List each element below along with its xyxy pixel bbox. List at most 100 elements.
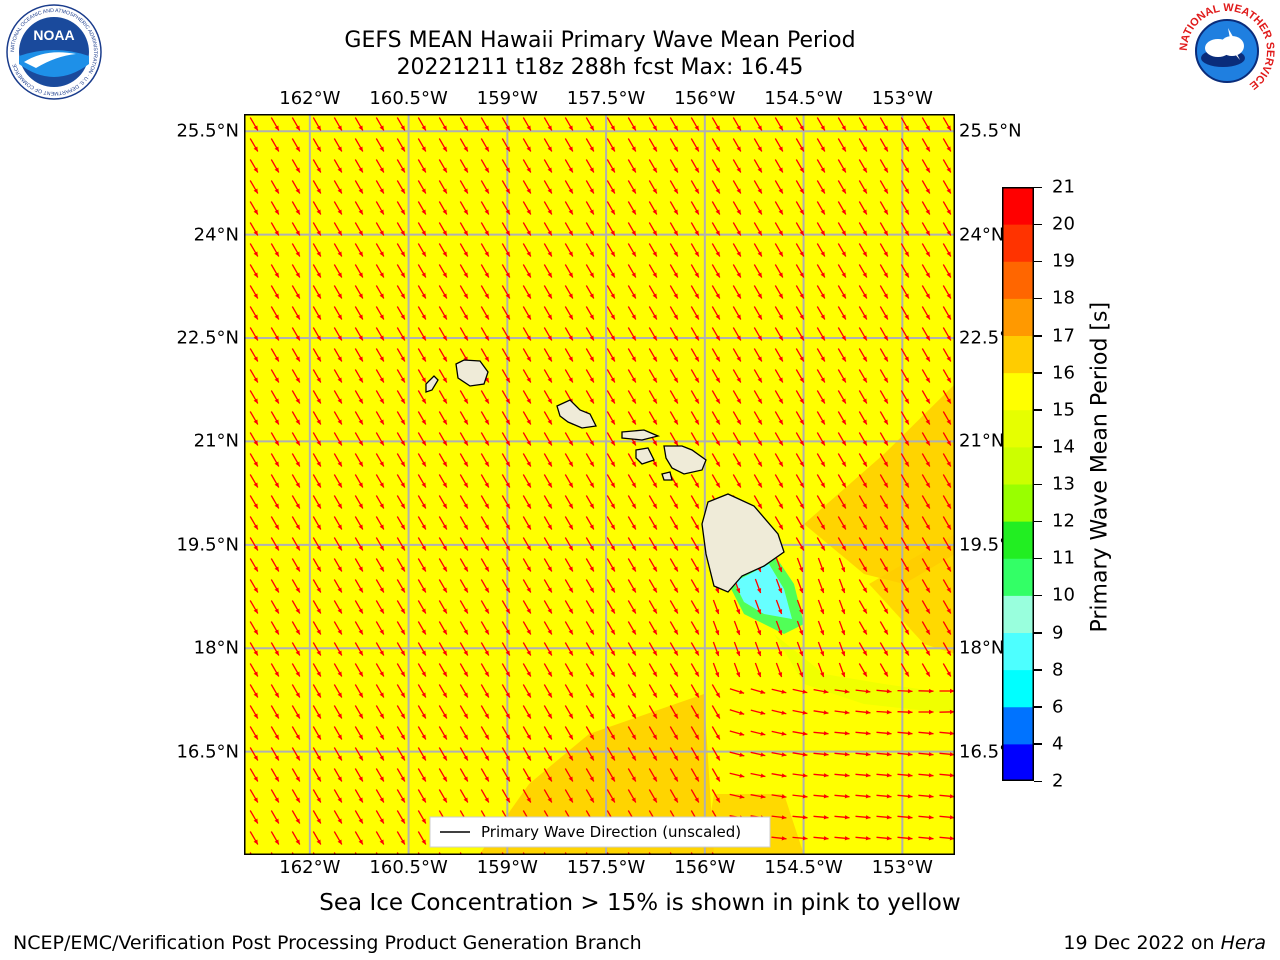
wave-arrow-head-1120: [253, 797, 258, 803]
wave-arrow-head-1069: [652, 755, 657, 761]
wave-arrow-head-711: [484, 545, 489, 551]
wave-arrow-head-1106: [694, 776, 699, 782]
wave-arrow-head-90: [673, 167, 678, 173]
wave-arrow-head-85: [568, 167, 573, 173]
wave-arrow-head-564: [337, 461, 342, 467]
wave-arrow-head-152: [505, 209, 510, 215]
wave-arrow-head-885: [463, 650, 468, 656]
wave-arrow-head-196: [694, 230, 699, 236]
wave-arrow-head-376: [799, 335, 804, 341]
wave-arrow-head-853: [526, 629, 531, 635]
colorbar-tick-mark-5: [1034, 594, 1042, 597]
lat-tick-right-5: 18°N: [959, 637, 1005, 659]
colorbar: [1002, 187, 1034, 781]
wave-arrow-head-854: [547, 629, 552, 635]
wave-arrow-head-354: [337, 335, 342, 341]
wave-arrow-head-794: [757, 588, 762, 593]
wave-direction-arrows: [249, 117, 955, 855]
wave-arrow-head-295: [568, 293, 573, 299]
wave-arrow-head-655: [778, 503, 783, 509]
wave-arrow-head-1127: [400, 797, 405, 803]
wave-arrow-head-1123: [316, 797, 321, 803]
wave-arrow-head-362: [505, 335, 510, 341]
wave-arrow-head-74: [337, 167, 342, 173]
wave-arrow-head-1045: [886, 731, 892, 736]
wave-arrow-head-617: [715, 482, 720, 488]
wave-arrow-head-536: [484, 440, 489, 446]
wave-arrow-head-367: [610, 335, 615, 341]
wave-arrow-head-525: [253, 440, 258, 446]
wave-arrow-head-539: [547, 440, 552, 446]
wave-arrow-head-600: [358, 482, 363, 488]
wave-arrow-head-272: [820, 272, 825, 278]
wave-arrow-head-504: [547, 419, 552, 425]
wave-arrow-head-370: [673, 335, 678, 341]
wave-arrow-head-662: [925, 503, 930, 509]
wave-arrow-head-33: [946, 125, 951, 131]
wave-arrow-head-278: [946, 272, 951, 278]
wave-arrow-head-702: [295, 545, 300, 551]
wave-arrow-head-494: [337, 419, 342, 425]
wave-arrow-head-659: [862, 503, 867, 509]
wave-arrow-head-718: [631, 545, 636, 551]
wave-arrow-head-1101: [589, 776, 594, 782]
wave-arrow-head-574: [547, 461, 552, 467]
wave-arrow-head-315: [253, 314, 258, 320]
wave-arrow-head-637: [400, 503, 405, 509]
wave-arrow-head-872: [925, 629, 930, 635]
wave-arrow-head-623: [841, 482, 846, 488]
wave-arrow-head-523: [946, 419, 951, 425]
map-frame: [244, 114, 955, 855]
wave-arrow-head-658: [841, 503, 846, 509]
wave-arrow-head-1001: [694, 713, 699, 719]
wave-arrow-head-1029: [547, 734, 552, 740]
wave-arrow-head-570: [463, 461, 468, 467]
wave-arrow-head-741: [379, 566, 384, 572]
wave-arrow-head-480: [778, 398, 783, 404]
wave-arrow-head-258: [526, 272, 531, 278]
wave-arrow-head-678: [526, 524, 531, 530]
wave-arrow-head-330: [568, 314, 573, 320]
wave-arrow-head-12: [505, 125, 510, 131]
wave-arrow-head-601: [379, 482, 384, 488]
wave-arrow-head-622: [820, 482, 825, 488]
wave-arrow-head-762: [820, 567, 825, 572]
wave-arrow-head-423: [316, 377, 321, 383]
wave-arrow-head-170: [883, 209, 888, 215]
wave-arrow-head-137: [925, 188, 930, 194]
wave-arrow-head-407: [715, 356, 720, 362]
lon-tick-bottom-2: 159°W: [476, 857, 538, 878]
wave-arrow-head-61: [799, 146, 804, 152]
wave-arrow-head-274: [862, 272, 867, 278]
wave-arrow-head-142: [295, 209, 300, 215]
wave-arrow-head-897: [715, 651, 720, 656]
wave-arrow-head-46: [484, 146, 489, 152]
wave-arrow-head-604: [442, 482, 447, 488]
wave-arrow-head-66: [904, 146, 909, 152]
colorbar-segment-13: [1002, 261, 1034, 299]
wave-arrow-head-177: [295, 230, 300, 236]
wave-arrow-head-1181: [802, 815, 808, 820]
wave-arrow-head-145: [358, 209, 363, 215]
wave-arrow-head-963: [631, 692, 636, 698]
wave-arrow-head-0: [253, 125, 258, 131]
wave-arrow-head-217: [400, 251, 405, 257]
wave-arrow-head-89: [652, 167, 657, 173]
wave-arrow-head-214: [337, 251, 342, 257]
wave-arrow-head-342: [820, 314, 825, 320]
wave-arrow-head-340: [778, 314, 783, 320]
wave-arrow-head-533: [421, 440, 426, 446]
wave-arrow-head-241: [904, 251, 909, 257]
wave-arrow-head-447: [820, 377, 825, 383]
wave-arrow-head-41: [379, 146, 384, 152]
wave-arrow-head-135: [883, 188, 888, 194]
wave-arrow-head-933: [736, 672, 741, 677]
colorbar-tick-16: 21: [1052, 176, 1075, 198]
wave-arrow-head-1190: [253, 839, 258, 845]
wave-arrow-head-1188: [949, 815, 955, 820]
wave-arrow-head-775: [358, 587, 363, 593]
wave-arrow-head-737: [295, 566, 300, 572]
colorbar-tick-mark-16: [1034, 186, 1042, 188]
wave-arrow-head-611: [589, 482, 594, 488]
wave-arrow-head-1031: [589, 734, 594, 740]
